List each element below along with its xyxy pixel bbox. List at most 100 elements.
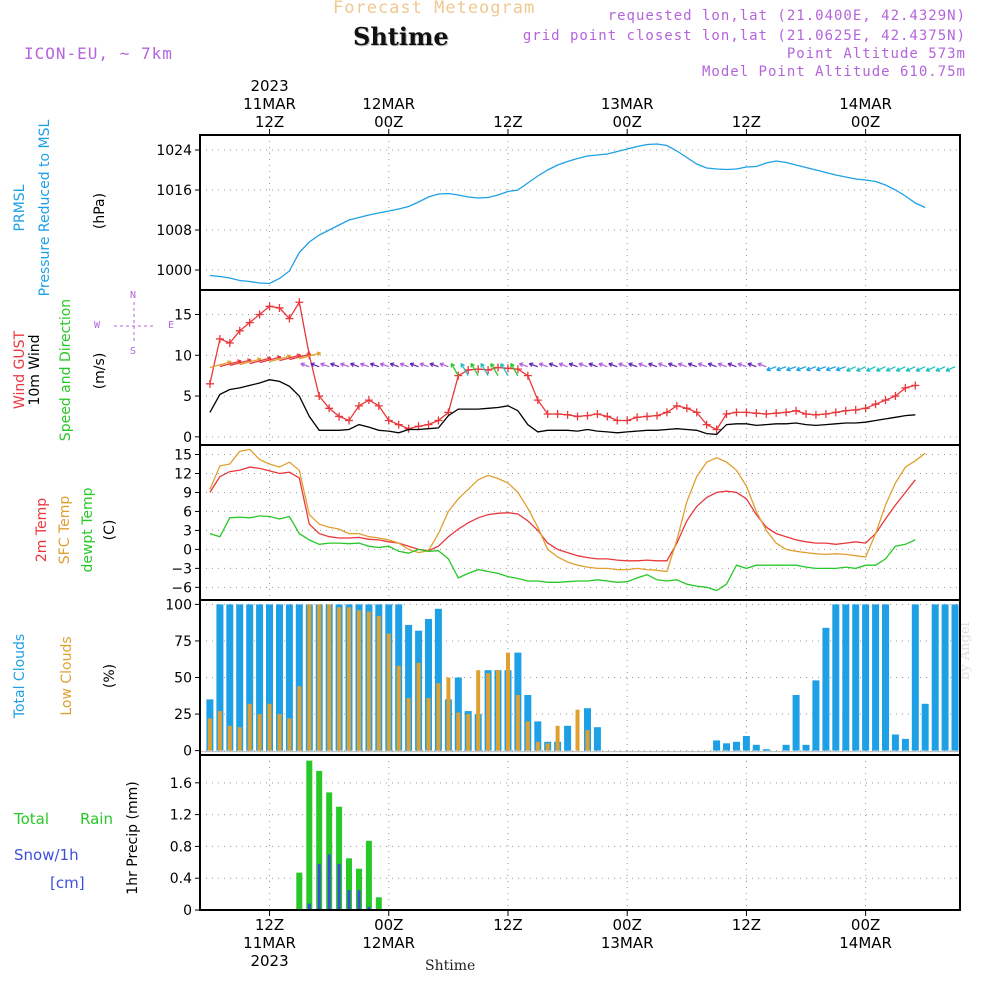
bar-total_cloud bbox=[723, 743, 730, 751]
wind-arrowhead bbox=[925, 367, 931, 372]
wind-arrow bbox=[510, 363, 519, 376]
wind-arrow bbox=[598, 362, 608, 368]
wind-arrowhead bbox=[677, 362, 683, 368]
gridpoint-coords: grid point closest lon,lat (21.0625E, 42… bbox=[522, 28, 966, 44]
bar-total_cloud bbox=[931, 604, 939, 751]
rain-label: Rain bbox=[80, 810, 113, 828]
gust-marker bbox=[503, 364, 512, 373]
y-tick-label: 0 bbox=[183, 430, 192, 446]
bar-total_cloud bbox=[534, 721, 542, 751]
gust-marker bbox=[205, 379, 214, 388]
y-tick-label: 5 bbox=[183, 389, 192, 405]
y-tick-label: 0 bbox=[183, 903, 192, 919]
y-tick-label: 1016 bbox=[156, 183, 192, 199]
wind-arrowhead bbox=[320, 362, 325, 368]
bar-low_cloud bbox=[347, 607, 351, 751]
bottom-time-label: 00Z bbox=[613, 916, 642, 934]
wind-arrow bbox=[539, 362, 548, 368]
gust-marker bbox=[265, 302, 274, 311]
gust-marker bbox=[394, 420, 403, 429]
wind-arrow bbox=[905, 366, 916, 372]
top-time-label: 00Z bbox=[851, 113, 880, 131]
gust-marker bbox=[861, 404, 870, 413]
bar-total_cloud bbox=[216, 604, 224, 751]
gust-marker bbox=[533, 396, 542, 405]
bar-low_cloud bbox=[486, 673, 491, 751]
bar-total_cloud bbox=[842, 604, 850, 751]
gust-marker bbox=[325, 404, 334, 413]
wind-arrowhead bbox=[316, 351, 322, 357]
bottom-year-label: 2023 bbox=[250, 952, 288, 970]
footer-station: Shtime bbox=[425, 958, 476, 974]
wind-arrow bbox=[460, 363, 469, 376]
gust-marker bbox=[424, 420, 433, 429]
wind-arrow bbox=[876, 366, 886, 372]
wind-arrow bbox=[648, 362, 658, 368]
wind-arrow bbox=[915, 366, 926, 372]
gust-marker bbox=[722, 410, 731, 418]
bar-low_cloud bbox=[416, 662, 421, 751]
wind-arrow bbox=[219, 360, 242, 368]
wind-arrowhead bbox=[935, 367, 941, 372]
wind-arrow bbox=[856, 366, 866, 372]
wind-arrowhead bbox=[330, 362, 335, 368]
station-title: Shtime bbox=[353, 22, 449, 51]
gust-marker bbox=[831, 408, 840, 417]
wind-arrowhead bbox=[618, 362, 623, 368]
wind-arrowhead bbox=[548, 362, 554, 368]
bar-low_cloud bbox=[227, 725, 232, 751]
wind-arrow bbox=[259, 356, 282, 364]
total-rain-label: Total bbox=[14, 810, 50, 828]
y-tick-label: 1024 bbox=[156, 143, 192, 159]
wind-arrow bbox=[866, 366, 876, 372]
bar-total_cloud bbox=[762, 749, 770, 751]
wind-arrow bbox=[380, 362, 389, 368]
wind-arrowhead bbox=[757, 362, 762, 368]
top-time-label: 00Z bbox=[613, 113, 642, 131]
y-tick-label: 25 bbox=[174, 707, 192, 723]
bar-low_cloud bbox=[406, 698, 411, 751]
gust-marker bbox=[851, 405, 860, 414]
wind-arrow bbox=[320, 362, 330, 368]
wind-arrow bbox=[209, 361, 232, 369]
wind-arrow bbox=[439, 362, 449, 368]
bar-snow bbox=[317, 863, 321, 910]
wind-arrow bbox=[229, 359, 252, 367]
bar-total_cloud bbox=[593, 727, 601, 751]
bar-snow bbox=[357, 890, 361, 910]
bar-low_cloud bbox=[436, 683, 441, 751]
wind-arrowhead bbox=[638, 362, 643, 368]
bar-low_cloud bbox=[456, 712, 461, 751]
model-label: ICON-EU, ~ 7km bbox=[24, 44, 173, 63]
bar-total_cloud bbox=[872, 604, 880, 751]
bar-total_cloud bbox=[822, 627, 830, 751]
point-altitude: Point Altitude 573m bbox=[786, 46, 966, 62]
wind-arrowhead bbox=[369, 362, 375, 368]
y-tick-label: 15 bbox=[174, 447, 192, 463]
wind-arrowhead bbox=[558, 362, 564, 368]
wind-arrow bbox=[429, 362, 439, 368]
bar-low_cloud bbox=[267, 703, 272, 751]
wind-arrow bbox=[776, 366, 787, 371]
wind-arrow bbox=[370, 362, 380, 368]
wind-arrowhead bbox=[490, 362, 495, 368]
wind-arrowhead bbox=[825, 366, 831, 372]
wind-arrowhead bbox=[450, 362, 456, 368]
wind-arrowhead bbox=[419, 362, 425, 368]
y-tick-label: 1.6 bbox=[170, 776, 192, 792]
top-date-label: 13MAR bbox=[601, 95, 654, 113]
bar-total_cloud bbox=[733, 741, 740, 751]
top-date-label: 12MAR bbox=[362, 95, 415, 113]
gust-marker bbox=[384, 416, 393, 425]
y-tick-label: 0 bbox=[183, 744, 192, 760]
wind-arrowhead bbox=[945, 367, 951, 372]
bar-total_cloud bbox=[584, 708, 591, 751]
wind-arrow bbox=[529, 362, 539, 368]
gust-marker bbox=[573, 412, 582, 421]
bar-rain bbox=[326, 792, 333, 910]
top-time-label: 12Z bbox=[255, 113, 284, 131]
wind-arrow bbox=[707, 362, 717, 368]
gust-marker bbox=[623, 416, 632, 425]
series-line-wind bbox=[209, 379, 916, 436]
wind-arrowhead bbox=[835, 366, 841, 372]
